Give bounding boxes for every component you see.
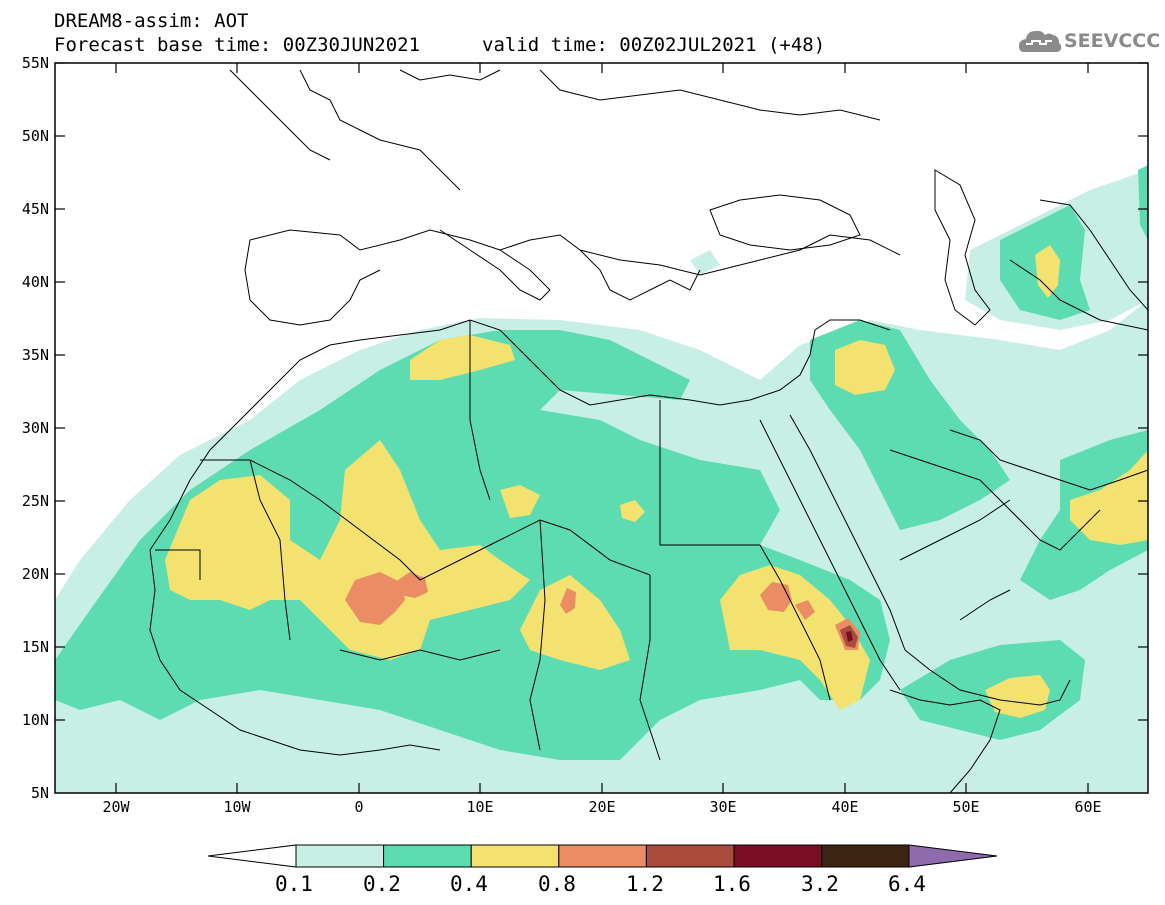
colorbar-box: [821, 844, 910, 868]
lat-label: 45N: [22, 200, 49, 218]
lat-label: 10N: [22, 711, 49, 729]
lat-label: 55N: [22, 54, 49, 72]
lat-label: 40N: [22, 273, 49, 291]
lat-label: 5N: [31, 784, 49, 802]
colorbar-label: 1.2: [626, 872, 664, 896]
aot-field: [55, 165, 1148, 793]
lat-ticks: [55, 62, 1148, 721]
colorbar-box: [558, 844, 647, 868]
colorbar-label: 6.4: [888, 872, 926, 896]
colorbar-label: 1.6: [713, 872, 751, 896]
lat-label: 25N: [22, 492, 49, 510]
colorbar-box: [295, 844, 385, 868]
colorbar-box: [383, 844, 472, 868]
lon-label: 30E: [709, 798, 736, 816]
cloud-icon: [1019, 30, 1062, 52]
colorbar-box: [645, 844, 735, 868]
lat-label: 15N: [22, 638, 49, 656]
lon-ticks: [115, 63, 1089, 793]
map-title: DREAM8-assim: AOT: [54, 10, 249, 32]
lon-label: 40E: [831, 798, 858, 816]
lat-label: 30N: [22, 419, 49, 437]
colorbar: [207, 844, 998, 868]
valid-time: valid time: 00Z02JUL2021 (+48): [482, 34, 826, 56]
lon-label: 60E: [1074, 798, 1101, 816]
logo-text: SEEVCCC: [1064, 30, 1161, 52]
colorbar-box: [733, 844, 823, 868]
colorbar-label: 3.2: [801, 872, 839, 896]
colorbar-high-arrow: [908, 844, 998, 868]
lon-label: 10E: [466, 798, 493, 816]
lon-label: 20E: [588, 798, 615, 816]
colorbar-low-arrow: [207, 844, 297, 868]
coastlines-borders: [149, 69, 1148, 793]
lat-label: 20N: [22, 565, 49, 583]
colorbar-label: 0.1: [275, 872, 313, 896]
colorbar-label: 0.8: [538, 872, 576, 896]
lon-label: 10W: [223, 798, 251, 816]
seevccc-logo: SEEVCCC: [1018, 24, 1161, 58]
aot-level-0-4: [165, 245, 1148, 718]
lon-label: 20W: [102, 798, 130, 816]
aot-level-1-6: [846, 631, 853, 642]
lon-label: 50E: [952, 798, 979, 816]
colorbar-label: 0.2: [363, 872, 401, 896]
lat-label: 35N: [22, 346, 49, 364]
colorbar-box: [470, 844, 560, 868]
colorbar-label: 0.4: [450, 872, 488, 896]
lat-label: 50N: [22, 127, 49, 145]
lat-labels: 55N 50N 45N 40N 35N 30N 25N 20N 15N 10N …: [22, 54, 49, 802]
lon-label: 0: [354, 798, 363, 816]
forecast-base-time: Forecast base time: 00Z30JUN2021: [54, 34, 421, 56]
lon-labels: 20W 10W 0 10E 20E 30E 40E 50E 60E: [102, 798, 1101, 816]
